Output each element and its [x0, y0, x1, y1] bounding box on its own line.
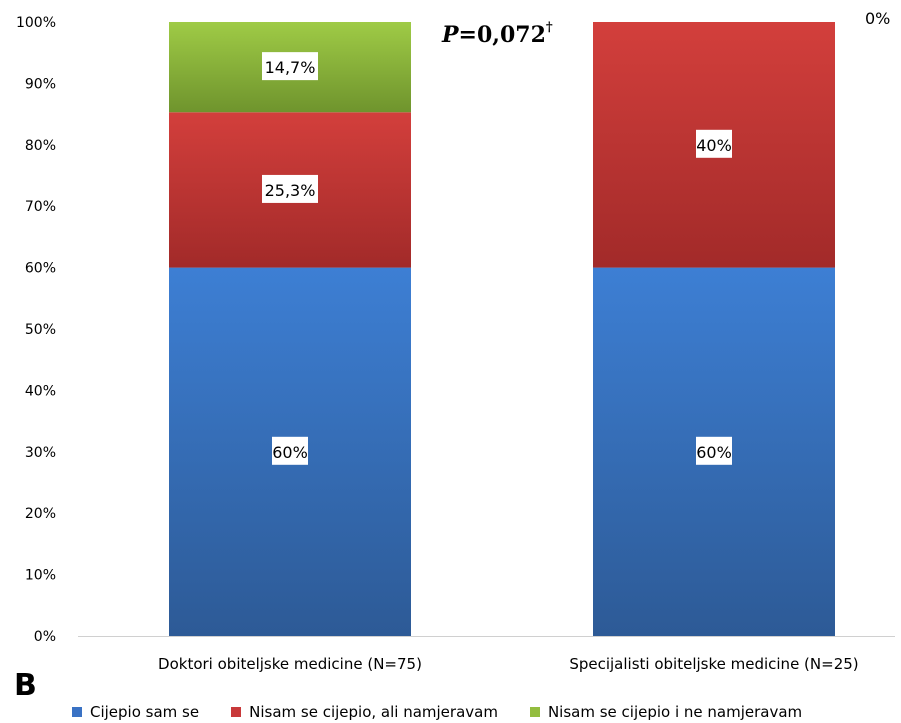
y-tick-label: 20% [25, 506, 56, 522]
legend: Cijepio sam se Nisam se cijepio, ali nam… [72, 702, 802, 722]
data-label-background [262, 174, 318, 203]
data-label-family-specialists-vaccinated: 60% [696, 443, 732, 462]
y-tick-label: 30% [25, 445, 56, 461]
y-tick-label: 50% [25, 322, 56, 338]
p-value-mark: † [545, 20, 553, 35]
legend-label-intend: Nisam se cijepio, ali namjeravam [249, 703, 498, 721]
legend-swatch-vaccinated [72, 707, 82, 717]
p-value-annotation: P=0,072† [442, 20, 553, 48]
data-label-family-specialists-intend: 40% [696, 136, 732, 155]
y-tick-label: 40% [25, 383, 56, 399]
y-tick-label: 80% [25, 138, 56, 154]
legend-swatch-not-intend [529, 707, 540, 717]
x-category-label-family-specialists: Specijalisti obiteljske medicine (N=25) [569, 655, 858, 673]
x-axis: Doktori obiteljske medicine (N=75) Specij… [78, 636, 895, 673]
data-label-background [262, 52, 318, 81]
y-tick-label: 0% [34, 629, 56, 645]
y-tick-label: 70% [25, 199, 56, 215]
panel-letter: B [14, 668, 37, 703]
data-label-family-doctors-vaccinated: 60% [272, 443, 308, 462]
data-label-background [696, 129, 732, 158]
y-tick-label: 90% [25, 76, 56, 92]
y-tick-label: 10% [25, 568, 56, 584]
legend-label-vaccinated: Cijepio sam se [90, 703, 200, 721]
legend-item-vaccinated: Cijepio sam se [72, 702, 199, 722]
bars [169, 22, 835, 636]
data-labels: 60% 25,3% 14,7% 60% 40% 0% [262, 9, 890, 465]
data-label-family-doctors-not-intend: 14,7% [265, 58, 316, 77]
stacked-bar-chart: 0% 10% 20% 30% 40% 50% 60% 70% 80% 90% 100% 60% 25,… [16, 9, 895, 673]
y-axis: 0% 10% 20% 30% 40% 50% 60% 70% 80% 90% 100% [16, 15, 56, 645]
y-tick-label: 100% [16, 15, 56, 31]
legend-item-intend: Nisam se cijepio, ali namjeravam [231, 702, 498, 722]
legend-swatch-intend [231, 707, 242, 717]
p-value-number: =0,072 [458, 22, 546, 48]
data-label-family-specialists-not-intend: 0% [865, 9, 890, 28]
data-label-family-doctors-intend: 25,3% [265, 181, 316, 200]
x-category-label-family-doctors: Doktori obiteljske medicine (N=75) [158, 655, 422, 673]
data-label-background [696, 436, 732, 465]
y-tick-label: 60% [25, 261, 56, 277]
data-label-background [272, 436, 308, 465]
p-value-prefix: P [442, 22, 459, 48]
legend-item-not-intend: Nisam se cijepio i ne namjeravam [529, 702, 803, 722]
legend-label-not-intend: Nisam se cijepio i ne namjeravam [547, 703, 803, 721]
